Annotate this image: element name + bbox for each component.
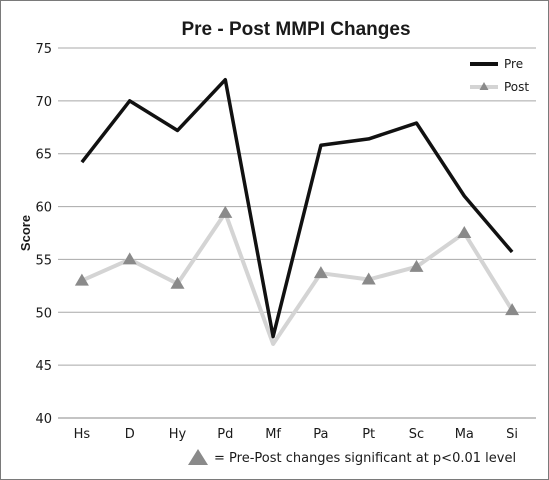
x-tick-label: Hs: [74, 427, 91, 442]
footnote: = Pre-Post changes significant at p<0.01…: [188, 449, 516, 466]
data-point-post: [170, 276, 185, 289]
data-point-post: [122, 252, 137, 265]
data-point-post: [313, 266, 328, 279]
y-axis-label: Score: [18, 215, 33, 251]
legend: Pre Post: [470, 57, 529, 94]
y-tick-label: 75: [35, 42, 52, 57]
x-tick-label: Si: [506, 427, 518, 442]
y-tick-label: 60: [35, 201, 52, 216]
series-line-pre: [80, 77, 514, 339]
x-tick-label: Sc: [409, 427, 424, 442]
series-line-post: [81, 210, 514, 346]
legend-post-marker: [479, 82, 489, 90]
x-tick-label: D: [125, 427, 135, 442]
data-point-post: [218, 205, 233, 218]
x-tick-labels: Hs D Hy Pd Mf Pa Pt Sc Ma Si: [74, 427, 518, 442]
grid-lines: [58, 47, 536, 419]
y-tick-label: 55: [35, 253, 52, 268]
data-point-post: [457, 226, 472, 238]
x-tick-label: Mf: [265, 427, 281, 442]
y-tick-label: 40: [35, 412, 52, 427]
footnote-triangle-icon: [188, 449, 208, 465]
legend-pre-label: Pre: [504, 57, 523, 71]
y-tick-label: 50: [35, 306, 52, 321]
legend-post-label: Post: [504, 80, 529, 94]
chart-title: Pre - Post MMPI Changes: [181, 19, 410, 40]
x-tick-label: Pa: [313, 427, 328, 442]
x-tick-label: Pt: [362, 427, 375, 442]
x-tick-label: Ma: [455, 427, 474, 442]
data-point-post: [505, 303, 520, 316]
y-tick-label: 70: [35, 95, 52, 110]
data-point-post: [361, 272, 376, 285]
x-tick-label: Pd: [217, 427, 233, 442]
x-tick-label: Hy: [169, 427, 187, 442]
y-tick-labels: 40 45 50 55 60 65 70 75: [35, 42, 52, 427]
footnote-text: = Pre-Post changes significant at p<0.01…: [214, 451, 516, 466]
data-point-post: [409, 259, 424, 272]
y-tick-label: 45: [35, 359, 52, 374]
y-tick-label: 65: [35, 148, 52, 163]
data-point-post: [74, 273, 89, 286]
series-lines: [74, 77, 520, 346]
